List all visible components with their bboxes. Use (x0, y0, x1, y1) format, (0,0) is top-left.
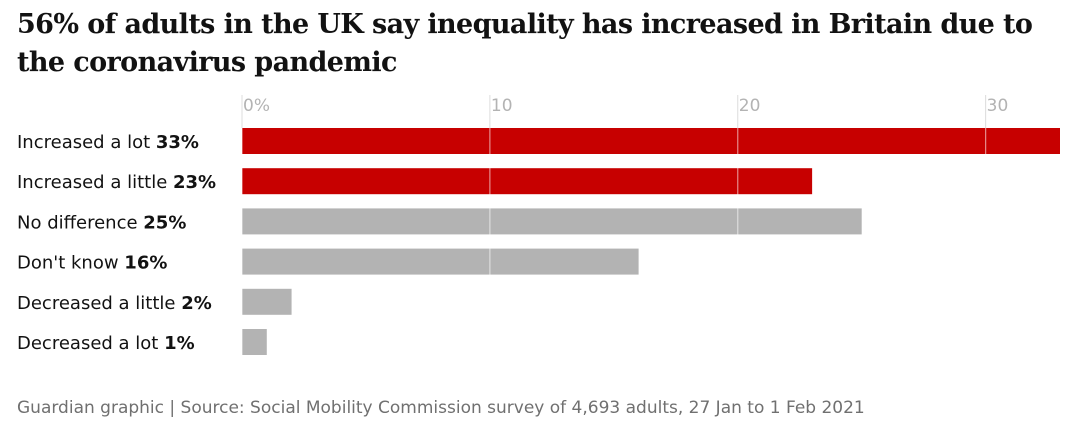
category-name: No difference (17, 212, 143, 233)
bar (242, 248, 639, 275)
value-label: 25% (143, 212, 186, 233)
category-label: Don't know 16% (17, 253, 167, 274)
value-label: 23% (173, 172, 216, 193)
category-label: Decreased a lot 1% (17, 333, 195, 354)
bar (242, 329, 267, 355)
category-labels: Increased a lot 33% Increased a little 23… (17, 132, 216, 354)
value-label: 16% (124, 253, 167, 274)
category-label: Decreased a little 2% (17, 293, 212, 314)
bars (242, 128, 1060, 355)
value-label: 2% (181, 293, 212, 314)
x-tick-label: 0% (243, 96, 270, 116)
source-note: Guardian graphic | Source: Social Mobili… (17, 398, 865, 418)
gridlines (241, 128, 987, 355)
x-tick-label: 20 (739, 96, 761, 116)
category-label: Increased a lot 33% (17, 132, 199, 153)
category-name: Increased a little (17, 172, 173, 193)
category-label: Increased a little 23% (17, 172, 216, 193)
bar (242, 128, 1060, 154)
value-label: 1% (164, 333, 195, 354)
category-label: No difference 25% (17, 212, 186, 233)
x-axis-ticks: 0% 10 20 30 (241, 95, 1009, 128)
chart-title: 56% of adults in the UK say inequality h… (17, 9, 1033, 78)
bar (242, 168, 813, 195)
category-name: Don't know (17, 253, 124, 274)
value-label: 33% (156, 132, 199, 153)
category-name: Decreased a lot (17, 333, 164, 354)
x-tick-label: 30 (987, 96, 1009, 116)
x-tick-label: 10 (491, 96, 513, 116)
bar (242, 288, 292, 315)
category-name: Increased a lot (17, 132, 156, 153)
category-name: Decreased a little (17, 293, 181, 314)
bar (242, 208, 862, 235)
